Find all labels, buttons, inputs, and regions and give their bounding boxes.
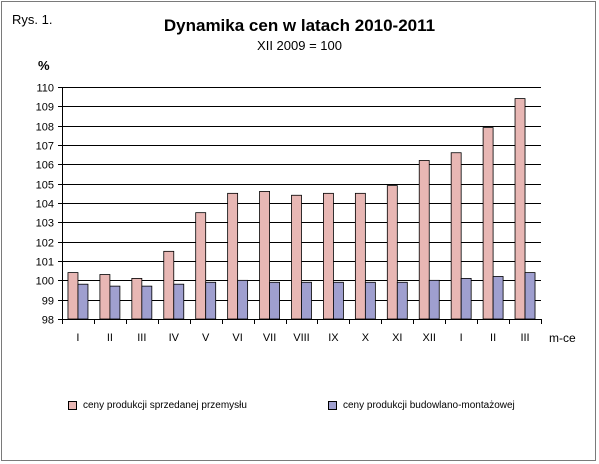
x-tick-label: VI [232,332,242,344]
y-tick-label: 105 [36,180,54,192]
y-tick-label: 102 [36,238,54,250]
bar-series-2 [333,281,344,320]
y-tick-label: 108 [36,122,54,134]
bar-series-2 [460,277,472,320]
x-tick-label: XI [392,332,402,344]
x-tick-label: XII [423,332,436,344]
bar-series-2 [237,279,249,320]
bar-series-2 [524,272,536,320]
x-tick-label: VII [263,332,276,344]
chart-subtitle: XII 2009 = 100 [257,38,342,53]
y-tick-label: 98 [42,315,54,327]
bar-series-1 [99,274,111,320]
legend-item-series-1: ceny produkcji sprzedanej przemysłu [68,400,247,411]
legend-label-series-1: ceny produkcji sprzedanej przemysłu [83,400,247,411]
y-tick-label: 106 [36,160,54,172]
x-tick-label: III [520,332,529,344]
y-tick-label: 110 [36,83,54,95]
x-tick-label: I [460,332,463,344]
bar-series-1 [450,152,462,320]
x-tick-label: III [137,332,146,344]
x-tick-label: I [76,332,79,344]
y-tick-label: 103 [36,218,54,230]
bar-series-1 [67,272,79,320]
y-tick-label: 99 [42,296,54,308]
bar-series-2 [205,281,217,320]
y-axis-label: % [38,58,50,73]
bar-series-1 [163,250,175,320]
bar-series-1 [354,192,366,320]
bar-series-2 [173,283,185,320]
x-tick-label: X [362,332,370,344]
figure-label: Rys. 1. [12,12,53,27]
bar-series-1 [227,192,239,320]
x-tick-label: IV [169,332,180,344]
x-tick-label: II [490,332,496,344]
bar-series-2 [269,281,280,320]
y-tick-label: 104 [36,199,54,211]
legend-swatch-series-2 [328,401,337,410]
bar-series-2 [77,283,89,320]
bar-series-2 [428,279,440,320]
x-tick-label: VIII [293,332,310,344]
bar-series-1 [482,127,494,320]
x-axis-label: m-ce [549,331,576,345]
bar-series-2 [492,276,504,320]
bar-series-1 [418,160,430,320]
bar-series-2 [141,285,153,320]
bar-series-1 [386,185,398,320]
bar-series-2 [396,281,408,320]
y-tick-label: 107 [36,141,54,153]
bar-series-2 [364,281,376,320]
x-tick-label: V [202,332,210,344]
legend-item-series-2: ceny produkcji budowlano-montażowej [328,400,515,411]
y-tick-label: 109 [36,102,54,114]
bar-series-1 [259,190,270,320]
legend-label-series-2: ceny produkcji budowlano-montażowej [343,400,515,411]
bar-series-2 [301,281,312,320]
y-tick-label: 100 [36,276,54,288]
bar-series-1 [514,98,526,320]
y-tick-label: 101 [36,257,54,269]
chart-title: Dynamika cen w latach 2010-2011 [163,16,436,35]
legend-swatch-series-1 [68,401,77,410]
bar-series-2 [109,285,121,320]
x-tick-label: II [107,332,113,344]
bar-series-1 [323,192,334,320]
bar-series-1 [131,277,143,320]
x-tick-label: IX [328,332,339,344]
bar-series-1 [195,212,207,320]
bar-series-1 [291,194,302,320]
